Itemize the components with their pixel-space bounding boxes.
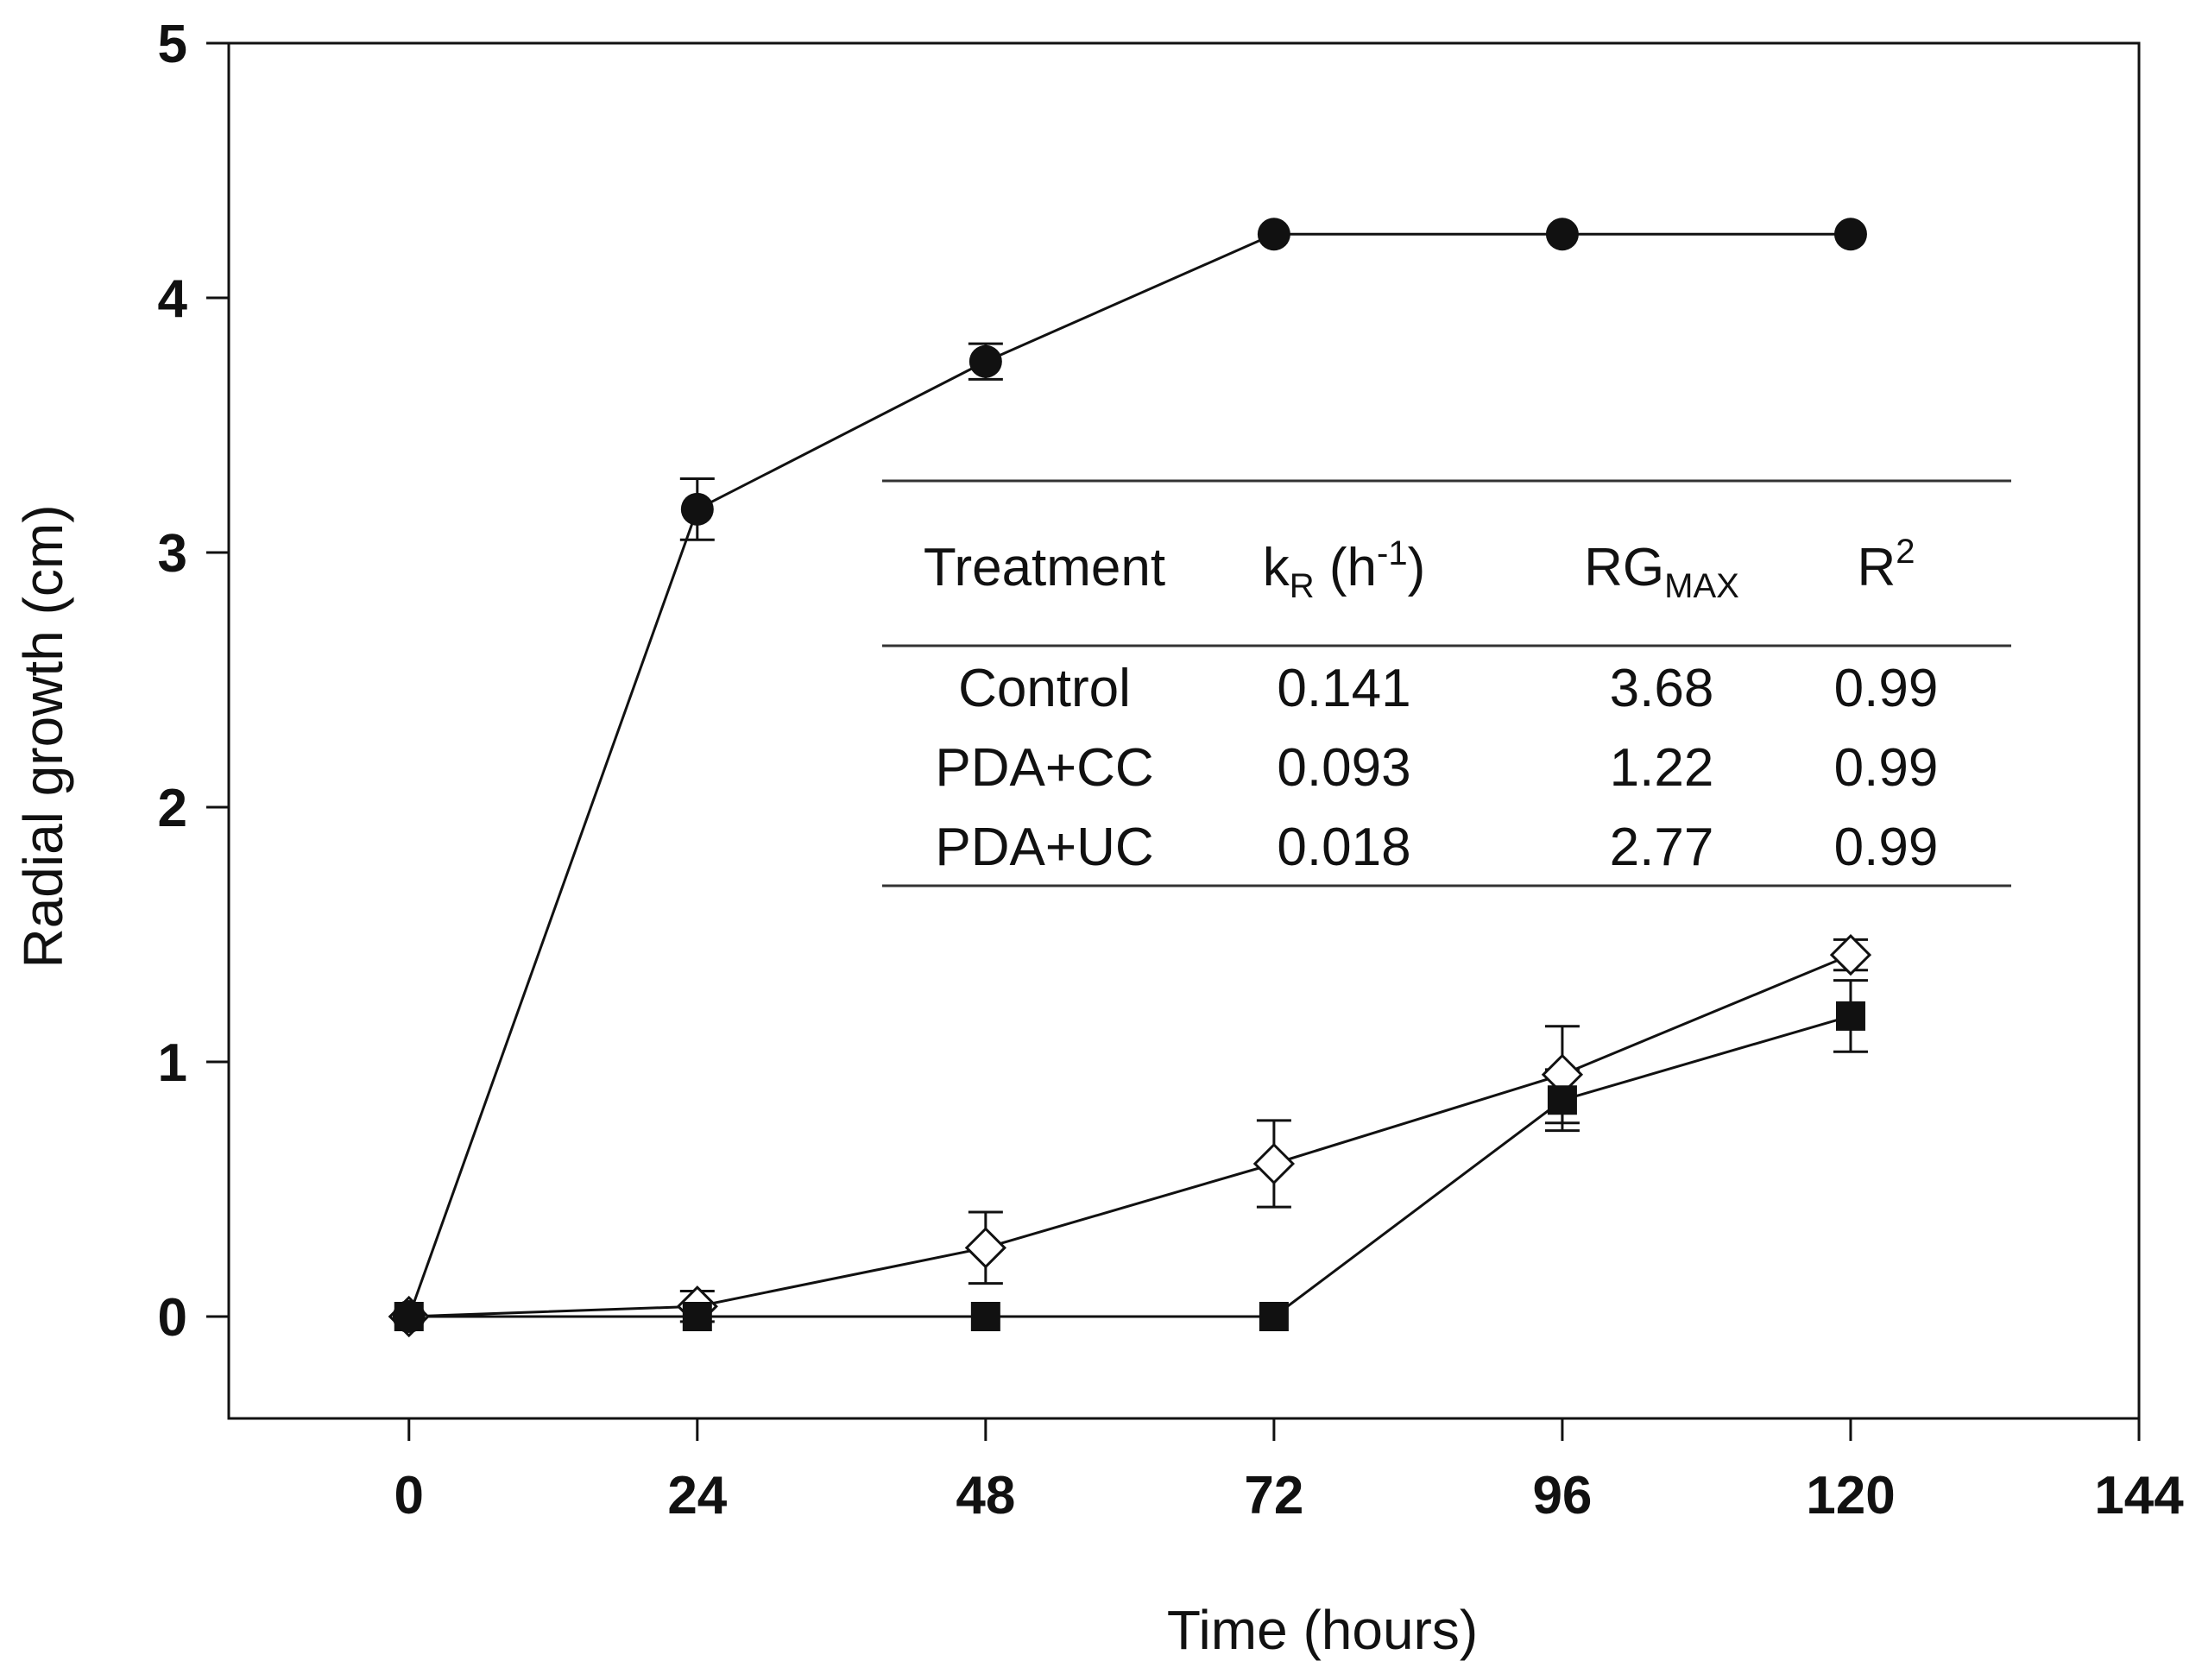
- plot-border: [227, 41, 2141, 1420]
- table-cell: 0.99: [1834, 738, 1939, 798]
- data-point: [1257, 218, 1290, 251]
- table-header-treatment: Treatment: [924, 538, 1165, 597]
- table-header-rate: kR (h-1): [1263, 534, 1425, 605]
- series-line: [408, 1014, 1852, 1318]
- y-tick-label: 0: [158, 1288, 187, 1348]
- table-cell: 2.77: [1610, 818, 1714, 877]
- data-point: [1829, 933, 1872, 976]
- header-rg-sub: MAX: [1664, 567, 1739, 605]
- table-cell: 0.141: [1277, 659, 1410, 718]
- x-tick-label: 24: [667, 1466, 727, 1525]
- data-point: [1259, 1302, 1289, 1331]
- series-line: [407, 232, 1851, 1317]
- x-tick-label: 0: [394, 1466, 424, 1525]
- header-h-sup: -1: [1377, 534, 1408, 572]
- data-point: [392, 1300, 426, 1333]
- header-close: ): [1408, 538, 1426, 597]
- y-tick-label: 4: [158, 269, 188, 329]
- x-tick-label: 48: [956, 1466, 1015, 1525]
- plot-frame: [227, 41, 2141, 1420]
- data-point: [1833, 218, 1867, 251]
- header-k-sub: R: [1290, 567, 1315, 605]
- y-tick-label: 5: [158, 15, 187, 74]
- series-pda-uc: [408, 938, 1868, 1323]
- series-layer: [388, 218, 1872, 1338]
- markers-pda-cc: [394, 1001, 1865, 1331]
- markers-control: [392, 218, 1867, 1333]
- data-point: [1547, 1085, 1577, 1115]
- table-cell: 0.99: [1834, 659, 1939, 718]
- header-rg: RG: [1584, 538, 1664, 597]
- header-r-sup: 2: [1896, 533, 1915, 571]
- header-h: (h: [1315, 538, 1377, 597]
- table-cell: Control: [958, 659, 1131, 718]
- table-cell: 1.22: [1610, 738, 1714, 798]
- data-point: [1545, 218, 1579, 251]
- table-header-rgmax: RGMAX: [1584, 538, 1739, 605]
- x-tick-label: 144: [2094, 1466, 2184, 1525]
- y-tick-label: 1: [158, 1033, 187, 1093]
- data-point: [680, 492, 714, 526]
- x-axis-title: Time (hours): [1167, 1599, 1478, 1661]
- x-tick-label: 72: [1244, 1466, 1303, 1525]
- axes: 0 24 48 72 96 120 144 0 1 2 3 4 5: [158, 15, 2185, 1525]
- x-tick-label: 120: [1806, 1466, 1895, 1525]
- table-cell: PDA+UC: [935, 818, 1153, 877]
- data-point: [970, 1302, 1000, 1331]
- series-pda-cc: [408, 979, 1868, 1318]
- header-k: k: [1263, 538, 1290, 597]
- x-tick-label: 96: [1532, 1466, 1592, 1525]
- markers-pda-uc: [388, 933, 1872, 1338]
- data-point: [969, 344, 1002, 378]
- table-cell: PDA+CC: [935, 738, 1153, 798]
- y-tick-label: 2: [158, 779, 187, 838]
- table-cell: 0.093: [1277, 738, 1410, 798]
- y-axis-title: Radial growth (cm): [12, 504, 74, 968]
- table-header-r2: R2: [1857, 533, 1915, 597]
- data-point: [682, 1302, 712, 1331]
- data-point: [964, 1227, 1006, 1269]
- table-cell: 0.018: [1277, 818, 1410, 877]
- data-point: [1252, 1142, 1296, 1185]
- table-cell: 3.68: [1610, 659, 1714, 718]
- data-point: [1835, 1001, 1865, 1031]
- table-background: [850, 458, 2024, 928]
- series-line: [408, 953, 1852, 1318]
- y-tick-label: 3: [158, 524, 187, 584]
- header-r: R: [1857, 538, 1896, 597]
- table-cell: 0.99: [1834, 818, 1939, 877]
